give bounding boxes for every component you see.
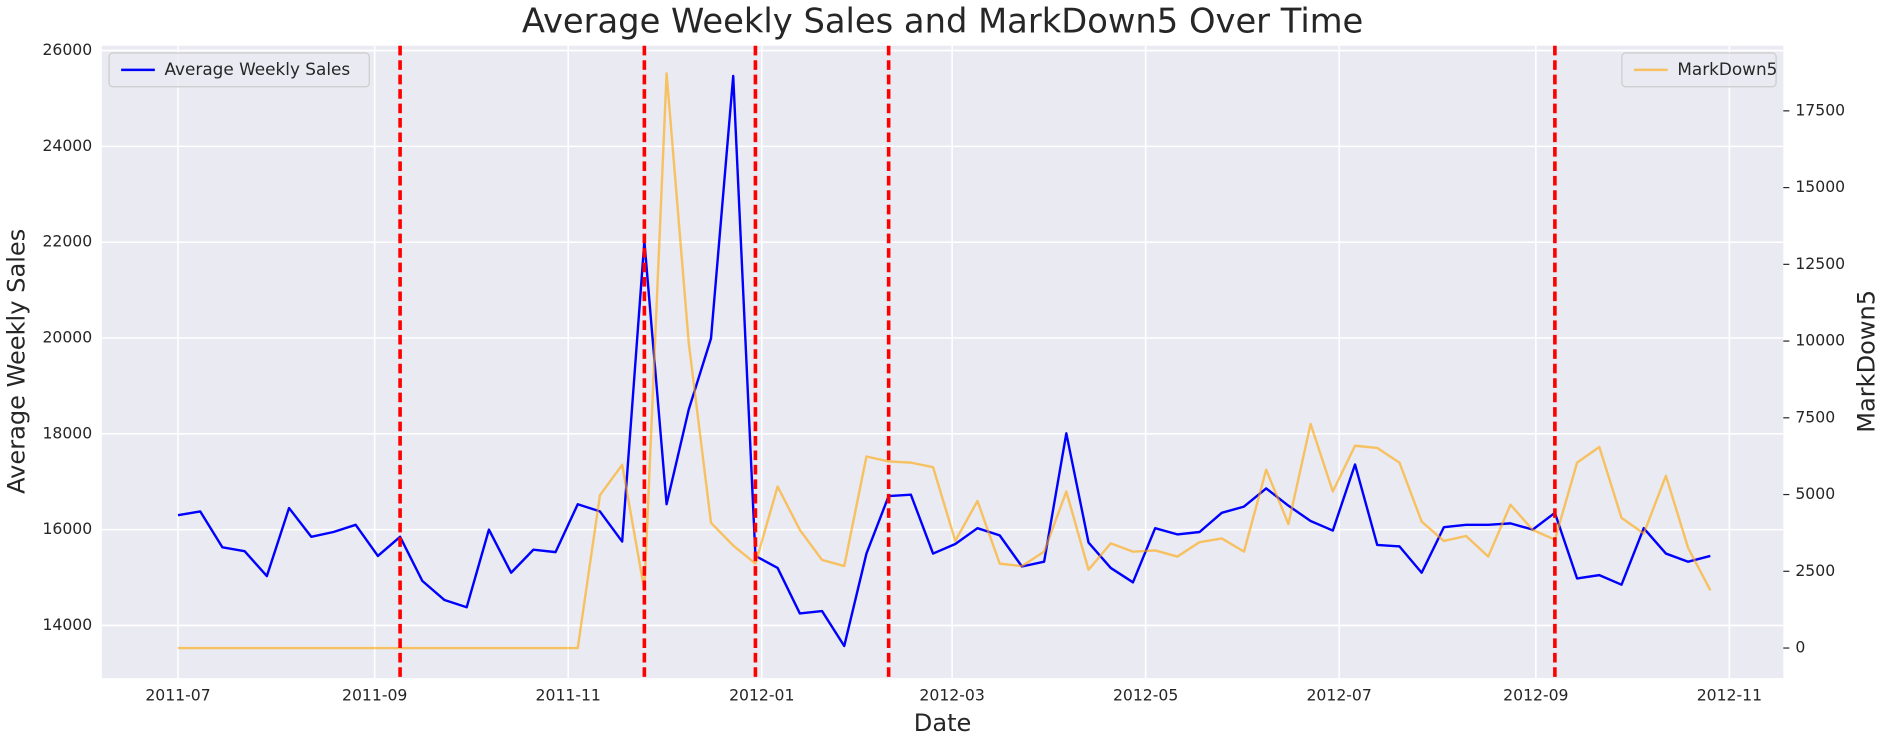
y2-tick-label: 0 — [1795, 638, 1805, 657]
y2-tick-label: 10000 — [1795, 331, 1845, 350]
line — [178, 72, 1712, 650]
x-axis-label: Date — [914, 709, 972, 737]
x-tick-label: 2012-07 — [1306, 686, 1371, 705]
x-tick-label: 2012-01 — [729, 686, 794, 705]
y-tick-label: 16000 — [42, 519, 92, 538]
x-tick-label: 2011-09 — [342, 686, 407, 705]
labels: 2011-07 2011-09 2011-11 2012-01 2012-03 2012-… — [42, 40, 1845, 705]
x-tick-label: 2012-11 — [1697, 686, 1762, 705]
y2-tick-label: 12500 — [1795, 254, 1845, 273]
y-tick-label: 20000 — [42, 327, 92, 346]
x-tick-label: 2012-09 — [1503, 686, 1568, 705]
line — [177, 74, 1711, 648]
y-tick-label: 14000 — [42, 615, 92, 634]
y-tick-label: 18000 — [42, 423, 92, 442]
marks — [177, 45, 1712, 679]
legend: Average Weekly Sales — [108, 52, 370, 88]
plot-background — [101, 45, 1784, 679]
x-tick-label: 2011-07 — [145, 686, 210, 705]
legend-label: MarkDown5 — [1677, 59, 1777, 79]
y2-tick-label: 5000 — [1795, 484, 1835, 503]
x-tick-label: 2011-11 — [536, 686, 601, 705]
y2-tick-label: 17500 — [1795, 100, 1845, 119]
legend-box — [108, 52, 370, 88]
y-tick-label: 24000 — [42, 136, 92, 155]
y-tick-label: 22000 — [42, 232, 92, 251]
y-tick-label: 26000 — [42, 40, 92, 59]
y-axis-label: Average Weekly Sales — [3, 229, 31, 494]
y2-axis-label: MarkDown5 — [1853, 290, 1881, 433]
chart-title: Average Weekly Sales and MarkDown5 Over … — [522, 1, 1363, 40]
y2-tick-label: 7500 — [1795, 407, 1835, 426]
grid — [101, 45, 1784, 679]
y2-tick-label: 15000 — [1795, 177, 1845, 196]
x-tick-label: 2012-05 — [1113, 686, 1178, 705]
legend-label: Average Weekly Sales — [165, 59, 351, 79]
legend-box — [1621, 52, 1777, 88]
y2-tick-label: 2500 — [1795, 561, 1835, 580]
x-tick-label: 2012-03 — [919, 686, 984, 705]
legend: MarkDown5 — [1621, 52, 1777, 88]
